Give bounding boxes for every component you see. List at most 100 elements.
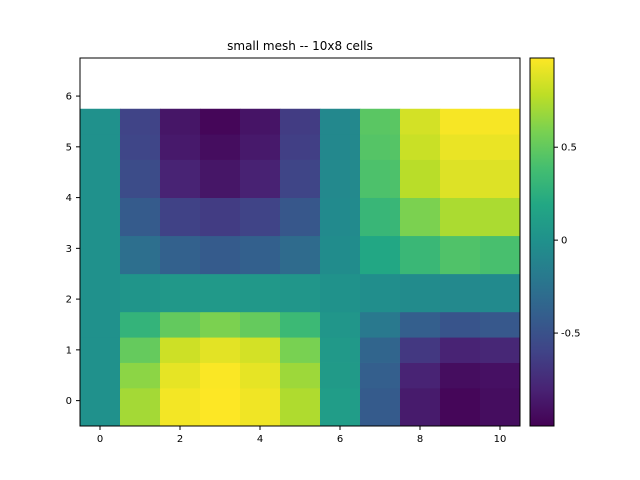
chart-title: small mesh -- 10x8 cells bbox=[227, 39, 373, 53]
heatmap-cell bbox=[360, 134, 401, 160]
heatmap-cell bbox=[160, 159, 201, 198]
heatmap-cell bbox=[200, 273, 241, 313]
heatmap-cell bbox=[360, 197, 401, 237]
heatmap-cell bbox=[160, 337, 201, 363]
heatmap-cell bbox=[80, 235, 121, 275]
heatmap-cell bbox=[320, 197, 361, 237]
heatmap-cell bbox=[120, 159, 161, 198]
heatmap-cell bbox=[440, 273, 481, 313]
heatmap-cell bbox=[200, 362, 241, 389]
heatmap-cell bbox=[320, 159, 361, 198]
heatmap-cell bbox=[280, 337, 321, 363]
heatmap-cell bbox=[200, 134, 241, 160]
heatmap-cells bbox=[80, 108, 521, 427]
heatmap-cell bbox=[80, 387, 121, 427]
heatmap-cell bbox=[280, 387, 321, 427]
heatmap-cell bbox=[200, 387, 241, 427]
heatmap-cell bbox=[240, 337, 281, 363]
heatmap-cell bbox=[400, 362, 441, 389]
heatmap-cell bbox=[400, 108, 441, 135]
y-tick-label: 2 bbox=[66, 295, 72, 306]
heatmap-cell bbox=[480, 362, 521, 389]
heatmap-cell bbox=[160, 362, 201, 389]
heatmap-cell bbox=[280, 235, 321, 275]
colorbar-tick-label: 0 bbox=[561, 236, 567, 247]
heatmap-cell bbox=[280, 362, 321, 389]
heatmap-cell bbox=[320, 134, 361, 160]
heatmap-cell bbox=[360, 311, 401, 338]
x-axis: 0 2 4 6 8 10 bbox=[97, 426, 507, 445]
heatmap-cell bbox=[160, 235, 201, 275]
heatmap-cell bbox=[360, 159, 401, 198]
heatmap-cell bbox=[320, 337, 361, 363]
heatmap-cell bbox=[120, 311, 161, 338]
heatmap-cell bbox=[80, 362, 121, 389]
heatmap-cell bbox=[120, 362, 161, 389]
heatmap-cell bbox=[400, 311, 441, 338]
heatmap-cell bbox=[200, 197, 241, 237]
heatmap-cell bbox=[240, 108, 281, 135]
heatmap-cell bbox=[440, 159, 481, 198]
y-tick-label: 5 bbox=[66, 142, 72, 153]
heatmap-cell bbox=[120, 197, 161, 237]
heatmap-cell bbox=[440, 235, 481, 275]
heatmap-cell bbox=[480, 108, 521, 135]
colorbar: -0.5 0 0.5 bbox=[529, 57, 581, 427]
heatmap-cell bbox=[400, 387, 441, 427]
heatmap-cell bbox=[320, 387, 361, 427]
heatmap-cell bbox=[280, 311, 321, 338]
heatmap-cell bbox=[80, 273, 121, 313]
heatmap-cell bbox=[320, 273, 361, 313]
heatmap-cell bbox=[120, 337, 161, 363]
heatmap-cell bbox=[360, 108, 401, 135]
y-tick-label: 1 bbox=[66, 345, 72, 356]
heatmap-cell bbox=[240, 387, 281, 427]
heatmap-cell bbox=[280, 108, 321, 135]
y-tick-label: 4 bbox=[66, 193, 72, 204]
heatmap-cell bbox=[440, 134, 481, 160]
heatmap-cell bbox=[400, 273, 441, 313]
heatmap-cell bbox=[80, 159, 121, 198]
x-tick-label: 8 bbox=[417, 434, 423, 445]
heatmap-cell bbox=[400, 134, 441, 160]
heatmap-cell bbox=[280, 273, 321, 313]
heatmap-cell bbox=[320, 311, 361, 338]
axes-frame bbox=[79, 57, 521, 427]
heatmap-cell bbox=[480, 159, 521, 198]
heatmap-cell bbox=[120, 387, 161, 427]
y-tick-label: 0 bbox=[66, 396, 72, 407]
heatmap-cell bbox=[480, 134, 521, 160]
heatmap-cell bbox=[320, 108, 361, 135]
heatmap-cell bbox=[400, 235, 441, 275]
heatmap-cell bbox=[200, 159, 241, 198]
heatmap-cell bbox=[120, 108, 161, 135]
heatmap-cell bbox=[320, 235, 361, 275]
heatmap-cell bbox=[160, 108, 201, 135]
heatmap-cell bbox=[360, 337, 401, 363]
heatmap-cell bbox=[80, 108, 121, 135]
heatmap-cell bbox=[160, 197, 201, 237]
heatmap-cell bbox=[240, 159, 281, 198]
heatmap-cell bbox=[240, 235, 281, 275]
colorbar-tick-label: -0.5 bbox=[561, 329, 581, 340]
heatmap-cell bbox=[200, 235, 241, 275]
heatmap-cell bbox=[120, 273, 161, 313]
x-tick-label: 4 bbox=[257, 434, 263, 445]
heatmap-cell bbox=[280, 159, 321, 198]
heatmap-cell bbox=[400, 197, 441, 237]
heatmap-cell bbox=[360, 235, 401, 275]
x-tick-label: 10 bbox=[494, 434, 507, 445]
colorbar-tick-label: 0.5 bbox=[561, 143, 577, 154]
heatmap-cell bbox=[160, 273, 201, 313]
heatmap-cell bbox=[400, 159, 441, 198]
colorbar-gradient bbox=[530, 58, 554, 426]
heatmap-cell bbox=[120, 134, 161, 160]
heatmap-cell bbox=[200, 311, 241, 338]
heatmap-cell bbox=[280, 197, 321, 237]
heatmap-cell bbox=[120, 235, 161, 275]
heatmap-cell bbox=[440, 387, 481, 427]
heatmap-cell bbox=[320, 362, 361, 389]
x-tick-label: 6 bbox=[337, 434, 343, 445]
x-tick-label: 0 bbox=[97, 434, 103, 445]
heatmap-cell bbox=[240, 362, 281, 389]
